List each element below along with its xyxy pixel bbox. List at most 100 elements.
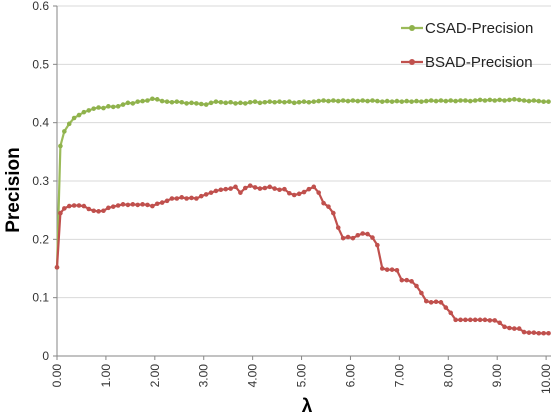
data-point — [502, 98, 507, 103]
data-point — [306, 186, 312, 192]
data-point — [355, 98, 361, 104]
data-point — [375, 242, 380, 248]
data-point — [194, 101, 199, 106]
data-point — [497, 97, 502, 103]
x-tick-label-10: 10.00 — [539, 364, 553, 394]
data-point — [472, 98, 478, 103]
x-axis-label: λ — [302, 396, 313, 417]
series-line-1 — [55, 184, 549, 335]
data-point — [76, 203, 82, 208]
data-point — [306, 99, 312, 105]
x-tick-label-9: 9.00 — [490, 364, 504, 388]
data-point — [272, 186, 277, 191]
data-point — [477, 97, 483, 103]
data-point — [106, 205, 111, 211]
data-point — [512, 326, 517, 331]
data-point — [179, 195, 185, 200]
data-point — [428, 300, 434, 305]
data-point — [54, 265, 60, 270]
data-point — [335, 98, 341, 104]
data-point — [404, 98, 410, 104]
data-point — [384, 267, 390, 272]
data-point — [512, 97, 517, 102]
data-point — [360, 231, 365, 236]
data-point — [135, 99, 141, 104]
data-point — [331, 98, 336, 103]
data-point — [287, 99, 292, 104]
data-point — [414, 98, 419, 104]
data-point — [228, 186, 233, 191]
data-point — [438, 300, 444, 305]
y-tick-label-3: 0.3 — [32, 174, 49, 188]
data-point — [164, 99, 170, 104]
data-point — [399, 99, 405, 104]
data-point — [257, 186, 263, 191]
data-point — [223, 186, 229, 192]
data-point — [404, 277, 410, 283]
data-point — [169, 99, 175, 105]
data-point — [91, 106, 96, 111]
data-point — [521, 329, 527, 335]
y-tick-label-1: 0.1 — [32, 291, 49, 305]
data-point — [223, 100, 229, 106]
y-tick-label-2: 0.2 — [32, 232, 49, 246]
data-point — [521, 98, 527, 103]
data-point — [492, 318, 498, 323]
data-point — [482, 317, 488, 323]
data-point — [301, 99, 307, 104]
data-point — [340, 235, 346, 241]
data-point — [189, 195, 194, 201]
data-point — [536, 98, 542, 104]
data-point — [316, 190, 321, 195]
data-point — [282, 186, 287, 192]
data-point — [58, 143, 63, 149]
data-point — [409, 99, 414, 104]
data-point — [370, 98, 375, 103]
data-point — [130, 202, 136, 207]
data-point — [66, 121, 72, 127]
data-point — [389, 267, 395, 272]
data-point — [419, 290, 424, 296]
data-point — [252, 185, 258, 190]
data-point — [86, 108, 92, 113]
data-point — [120, 102, 126, 107]
data-point — [365, 231, 370, 237]
data-point — [150, 203, 155, 209]
legend-swatch-marker-1 — [409, 59, 415, 65]
data-point — [262, 185, 268, 191]
data-point — [375, 98, 380, 104]
x-tick-label-1: 1.00 — [99, 364, 113, 388]
data-point — [419, 99, 424, 104]
data-point — [164, 198, 170, 204]
data-point — [448, 98, 454, 103]
data-point — [267, 99, 273, 104]
data-point — [458, 98, 463, 103]
legend-swatch-marker-0 — [409, 25, 415, 31]
data-point — [208, 100, 214, 106]
data-point — [546, 99, 551, 104]
data-point — [394, 267, 400, 273]
data-point — [345, 234, 351, 240]
data-point — [125, 100, 131, 106]
data-point — [536, 330, 542, 336]
data-point — [482, 98, 488, 103]
data-point — [463, 317, 468, 323]
data-point — [233, 184, 238, 190]
data-point — [502, 324, 507, 330]
data-point — [233, 101, 238, 106]
data-point — [296, 99, 302, 105]
data-point — [262, 99, 268, 105]
data-point — [140, 98, 145, 104]
data-point — [101, 105, 106, 111]
data-point — [203, 192, 209, 197]
y-tick-label-5: 0.5 — [32, 57, 49, 71]
data-point — [213, 99, 219, 104]
data-point — [443, 98, 449, 104]
data-point — [335, 225, 341, 230]
data-point — [453, 317, 458, 323]
data-point — [458, 317, 463, 323]
data-point — [507, 325, 512, 331]
data-point — [340, 98, 346, 103]
data-point — [345, 98, 351, 104]
data-point — [428, 98, 434, 103]
